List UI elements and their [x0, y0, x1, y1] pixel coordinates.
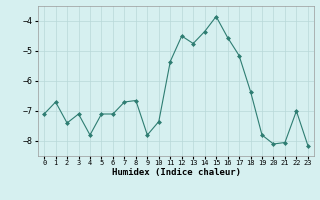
- X-axis label: Humidex (Indice chaleur): Humidex (Indice chaleur): [111, 168, 241, 177]
